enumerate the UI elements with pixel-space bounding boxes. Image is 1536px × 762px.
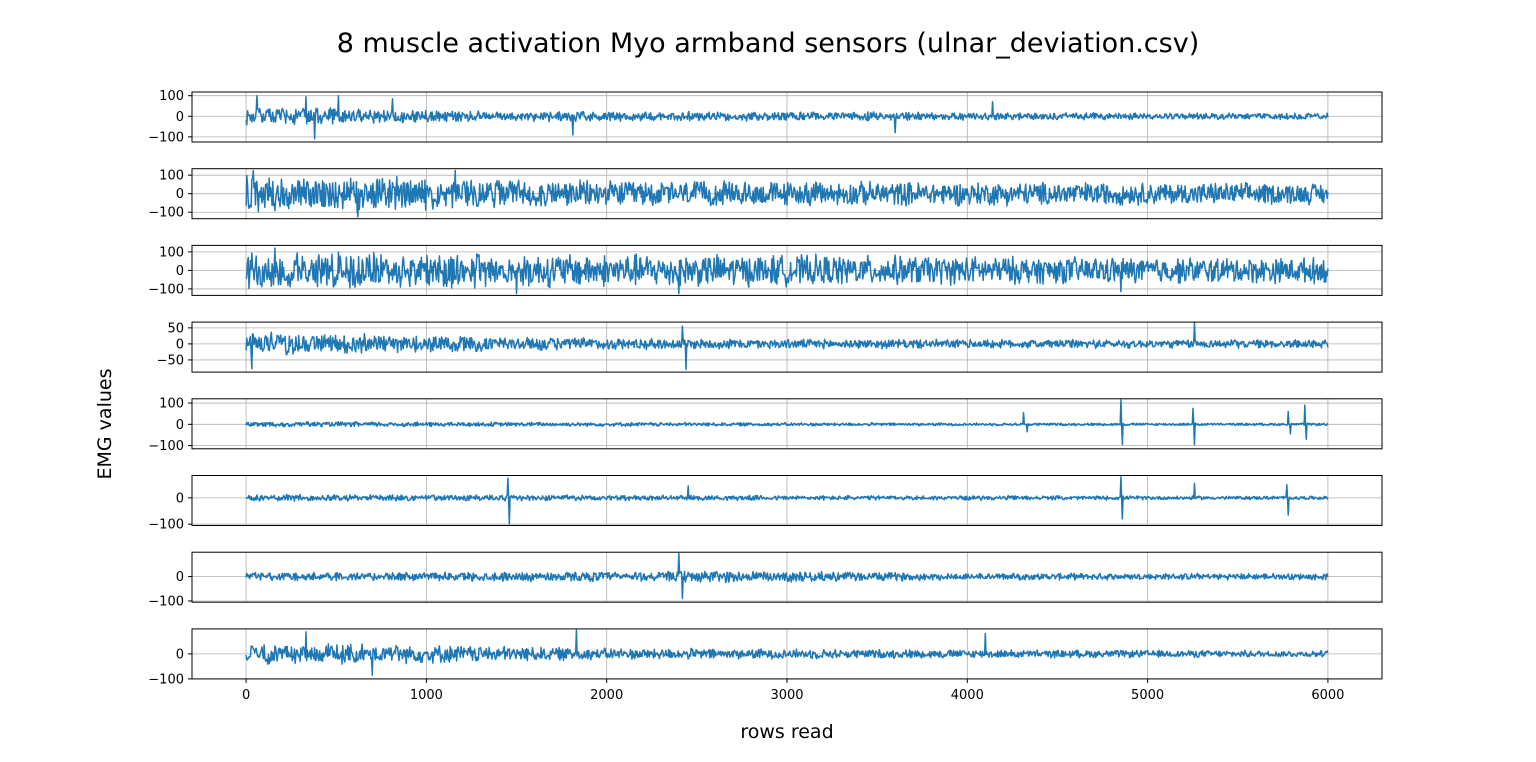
series-line-1: [245, 94, 1329, 140]
y-tick-label: 0: [176, 647, 184, 662]
subplot-frame: [191, 551, 1383, 603]
subplot-6: 0 −100: [148, 475, 1383, 533]
x-tick-label: 1000: [410, 688, 443, 703]
y-tick-label: 0: [176, 187, 184, 202]
y-tick-label: 0: [176, 418, 184, 433]
subplot-7: 0 −100: [148, 551, 1383, 609]
y-tick-label: −50: [157, 353, 184, 368]
y-tick-label: 50: [167, 321, 184, 336]
series-line-5: [245, 399, 1329, 446]
y-tick-label: 100: [159, 245, 184, 260]
subplot-5: 100 0 −100: [148, 397, 1383, 454]
x-tick-label: 4000: [951, 688, 984, 703]
y-tick-label: 0: [176, 337, 184, 352]
chart-title: 8 muscle activation Myo armband sensors …: [337, 28, 1199, 59]
y-tick-label: 100: [159, 89, 184, 104]
y-tick-label: 0: [176, 110, 184, 125]
subplot-frame: [191, 91, 1383, 143]
y-tick-label: 0: [176, 264, 184, 279]
series-line-6: [245, 476, 1329, 525]
subplot-frame: [191, 475, 1383, 526]
series-line-8: [245, 629, 1329, 676]
x-tick-label: 5000: [1131, 688, 1164, 703]
subplot-2: 100 0 −100: [148, 168, 1383, 221]
series-line-3: [245, 247, 1329, 295]
y-tick-label: −100: [148, 518, 184, 533]
y-tick-label: −100: [148, 439, 184, 454]
x-tick-label: 6000: [1311, 688, 1344, 703]
y-tick-label: −100: [148, 130, 184, 145]
y-tick-label: 100: [159, 169, 184, 184]
series-line-4: [245, 322, 1329, 371]
x-tick-label: 0: [242, 688, 250, 703]
x-tick-label: 3000: [770, 688, 803, 703]
subplot-1: 100 0 −100: [148, 89, 1383, 145]
subplot-frame: [191, 321, 1383, 373]
y-axis-label: EMG values: [94, 369, 116, 480]
y-tick-label: 0: [176, 570, 184, 585]
x-axis-label: rows read: [740, 721, 833, 743]
subplot-frame: [191, 398, 1383, 450]
y-tick-label: −100: [148, 206, 184, 221]
y-tick-label: −100: [148, 594, 184, 609]
subplot-3: 100 0 −100: [148, 244, 1383, 297]
y-tick-label: −100: [148, 672, 184, 687]
y-tick-label: −100: [148, 282, 184, 297]
y-tick-label: 100: [159, 397, 184, 412]
subplot-panels: 1000−1001000−1001000−100500−501000−1000−…: [148, 89, 1383, 703]
subplot-4: 500−50: [157, 321, 1383, 373]
series-line-7: [245, 552, 1329, 600]
subplot-8: 0 −100 0 1000 2000 3000 4000 5000 6000: [148, 628, 1383, 703]
y-tick-label: 0: [176, 491, 184, 506]
series-line-2: [245, 169, 1329, 218]
x-tick-label: 2000: [590, 688, 623, 703]
